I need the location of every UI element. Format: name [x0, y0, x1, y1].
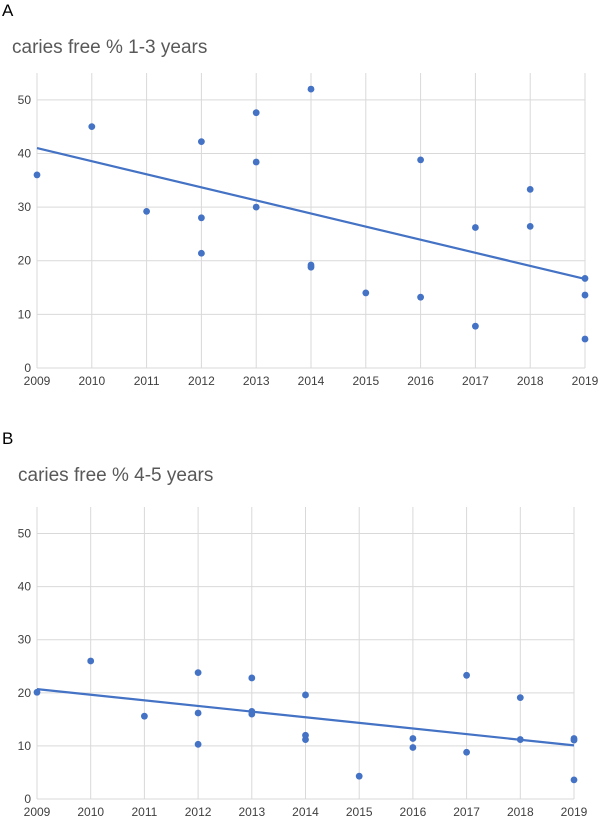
data-point [88, 123, 96, 131]
x-tick-label: 2015 [352, 374, 379, 388]
x-tick-label: 2016 [400, 805, 427, 819]
y-tick-label: 0 [24, 361, 31, 375]
y-tick-label: 30 [18, 200, 32, 214]
trendline [36, 147, 586, 281]
data-point [194, 669, 202, 677]
data-point [409, 744, 417, 751]
y-tick-label: 50 [18, 527, 32, 541]
panel-label: A [2, 1, 14, 20]
data-point [248, 674, 256, 682]
panel-label: B [2, 429, 13, 448]
data-point [409, 735, 417, 742]
x-tick-label: 2009 [24, 805, 51, 819]
y-tick-label: 20 [18, 686, 32, 700]
data-point [194, 740, 202, 748]
x-tick-label: 2019 [572, 374, 599, 388]
data-point [417, 293, 424, 301]
data-point [581, 291, 589, 299]
data-point [143, 207, 151, 215]
data-point [526, 185, 534, 193]
y-tick-label: 0 [24, 792, 31, 806]
data-point [302, 736, 309, 743]
x-tick-label: 2011 [134, 374, 160, 388]
trendline [36, 688, 575, 747]
data-point [307, 85, 315, 93]
x-tick-label: 2018 [517, 374, 544, 388]
data-point [516, 736, 524, 743]
data-point [141, 712, 148, 720]
x-tick-label: 2018 [507, 805, 534, 819]
x-tick-label: 2017 [462, 374, 489, 388]
y-tick-label: 50 [18, 93, 32, 107]
data-point [463, 671, 470, 679]
data-point [307, 263, 315, 271]
y-tick-label: 10 [18, 739, 32, 753]
data-point [252, 109, 260, 117]
x-tick-label: 2019 [561, 805, 588, 819]
x-tick-label: 2012 [185, 805, 212, 819]
x-tick-label: 2009 [24, 374, 51, 388]
data-point [252, 158, 260, 166]
x-tick-label: 2014 [292, 805, 319, 819]
data-point [194, 709, 202, 717]
data-point [87, 657, 95, 665]
data-point [472, 224, 479, 231]
data-point [248, 710, 256, 718]
data-point [33, 688, 41, 696]
data-point [417, 156, 424, 164]
data-point [355, 772, 363, 780]
data-point [526, 223, 534, 230]
data-point [516, 694, 524, 701]
x-tick-label: 2012 [188, 374, 215, 388]
y-tick-label: 40 [18, 146, 32, 160]
data-point [198, 249, 205, 257]
data-point [302, 691, 309, 699]
chart-title: caries free % 1-3 years [12, 37, 207, 58]
data-point [198, 214, 205, 222]
x-tick-label: 2011 [131, 805, 157, 819]
x-tick-label: 2010 [78, 374, 105, 388]
x-tick-label: 2013 [238, 805, 265, 819]
y-tick-label: 20 [18, 254, 32, 268]
data-point [198, 138, 205, 146]
y-tick-label: 10 [18, 307, 32, 321]
x-tick-label: 2015 [346, 805, 373, 819]
x-tick-label: 2016 [407, 374, 434, 388]
data-point [463, 748, 470, 756]
data-point [570, 776, 578, 784]
x-tick-label: 2014 [298, 374, 325, 388]
data-point [472, 322, 479, 330]
data-point [581, 275, 589, 282]
data-point [570, 736, 578, 744]
data-point [362, 289, 370, 297]
x-tick-label: 2010 [77, 805, 104, 819]
y-tick-label: 30 [18, 633, 32, 647]
chart-title: caries free % 4-5 years [18, 465, 213, 486]
y-tick-label: 40 [18, 580, 32, 594]
x-tick-label: 2013 [243, 374, 270, 388]
x-tick-label: 2017 [453, 805, 480, 819]
data-point [252, 203, 260, 211]
data-point [33, 171, 41, 179]
data-point [581, 335, 589, 343]
